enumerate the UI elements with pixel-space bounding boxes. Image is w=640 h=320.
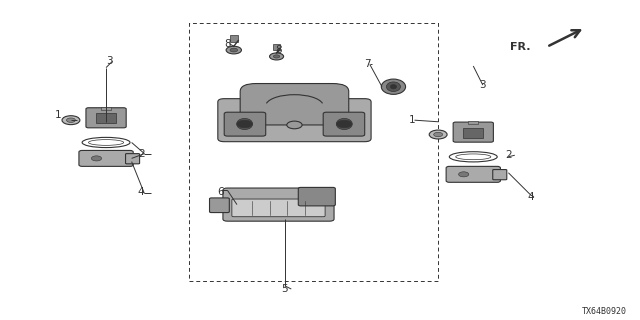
Text: 8: 8	[224, 39, 230, 49]
Text: FR.: FR.	[510, 42, 531, 52]
Circle shape	[226, 46, 241, 54]
Text: 6: 6	[218, 187, 225, 197]
Text: 2: 2	[138, 148, 145, 159]
FancyBboxPatch shape	[209, 198, 229, 212]
Ellipse shape	[381, 79, 406, 94]
Circle shape	[92, 156, 102, 161]
Circle shape	[287, 121, 302, 129]
Text: 1: 1	[410, 115, 416, 125]
Circle shape	[459, 172, 468, 177]
Text: 7: 7	[365, 60, 371, 69]
FancyBboxPatch shape	[125, 154, 140, 164]
FancyBboxPatch shape	[79, 150, 133, 166]
FancyBboxPatch shape	[223, 188, 334, 221]
Text: TX64B0920: TX64B0920	[582, 307, 627, 316]
Text: 2: 2	[505, 150, 512, 160]
Text: 5: 5	[282, 284, 288, 294]
Ellipse shape	[387, 82, 401, 92]
FancyBboxPatch shape	[323, 112, 365, 136]
Text: 3: 3	[479, 80, 486, 90]
FancyBboxPatch shape	[218, 99, 371, 142]
Circle shape	[337, 120, 352, 128]
Circle shape	[67, 118, 76, 123]
Ellipse shape	[237, 118, 253, 130]
Bar	[273, 44, 280, 50]
FancyBboxPatch shape	[86, 108, 126, 128]
Text: 4: 4	[527, 192, 534, 202]
FancyBboxPatch shape	[446, 166, 500, 182]
Circle shape	[434, 132, 443, 137]
Circle shape	[273, 55, 280, 58]
Ellipse shape	[390, 84, 397, 89]
Bar	[96, 113, 116, 123]
Ellipse shape	[336, 118, 352, 130]
Circle shape	[230, 48, 237, 52]
Circle shape	[429, 130, 447, 139]
Bar	[189, 23, 438, 281]
FancyBboxPatch shape	[224, 112, 266, 136]
FancyBboxPatch shape	[493, 170, 507, 180]
Bar	[468, 121, 478, 124]
FancyBboxPatch shape	[453, 122, 493, 142]
Text: 3: 3	[106, 56, 113, 66]
Bar	[101, 107, 111, 110]
Text: 1: 1	[55, 110, 61, 120]
Text: 4: 4	[138, 187, 145, 197]
Circle shape	[237, 120, 252, 128]
Circle shape	[269, 53, 284, 60]
Bar	[230, 35, 237, 42]
FancyBboxPatch shape	[298, 188, 335, 206]
Text: 8: 8	[275, 45, 282, 55]
Bar	[463, 127, 483, 138]
Circle shape	[62, 116, 80, 124]
FancyBboxPatch shape	[232, 199, 325, 217]
FancyBboxPatch shape	[240, 84, 349, 125]
